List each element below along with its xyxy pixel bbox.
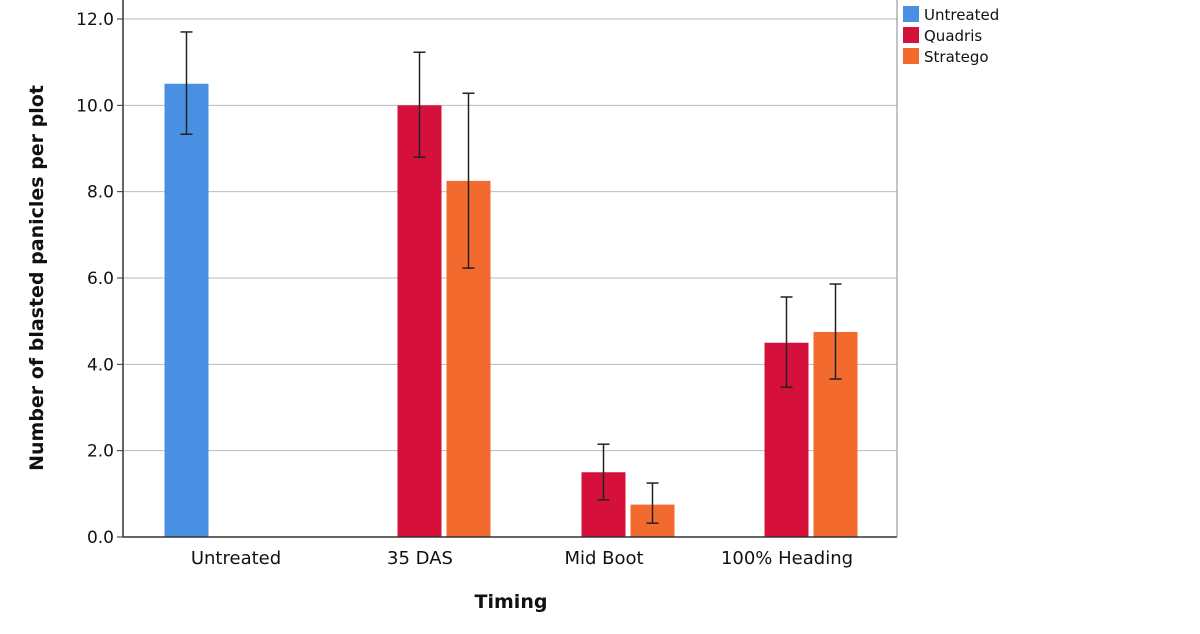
x-axis-label: Timing xyxy=(475,591,548,613)
y-tick-label: 12.0 xyxy=(76,10,114,30)
y-tick-label: 2.0 xyxy=(87,442,114,462)
legend-swatch-quadris xyxy=(903,27,919,43)
legend-label-untreated: Untreated xyxy=(924,6,999,24)
x-tick-label: Mid Boot xyxy=(564,548,643,569)
legend-label-quadris: Quadris xyxy=(924,27,982,45)
y-tick-label: 0.0 xyxy=(87,528,114,548)
y-axis-label: Number of blasted panicles per plot xyxy=(26,85,48,471)
legend-swatch-stratego xyxy=(903,48,919,64)
bar-untreated-0 xyxy=(164,83,209,537)
y-tick-label: 4.0 xyxy=(87,355,114,375)
y-tick-label: 8.0 xyxy=(87,183,114,203)
legend: Untreated Quadris Stratego xyxy=(903,6,999,66)
y-tick-label: 6.0 xyxy=(87,269,114,289)
legend-swatch-untreated xyxy=(903,6,919,22)
x-tick-label: 100% Heading xyxy=(721,548,853,569)
bar-quadris-1 xyxy=(397,105,442,537)
y-tick-label: 10.0 xyxy=(76,96,114,116)
x-tick-label: 35 DAS xyxy=(387,548,453,569)
x-tick-label: Untreated xyxy=(191,548,281,569)
legend-label-stratego: Stratego xyxy=(924,48,989,66)
